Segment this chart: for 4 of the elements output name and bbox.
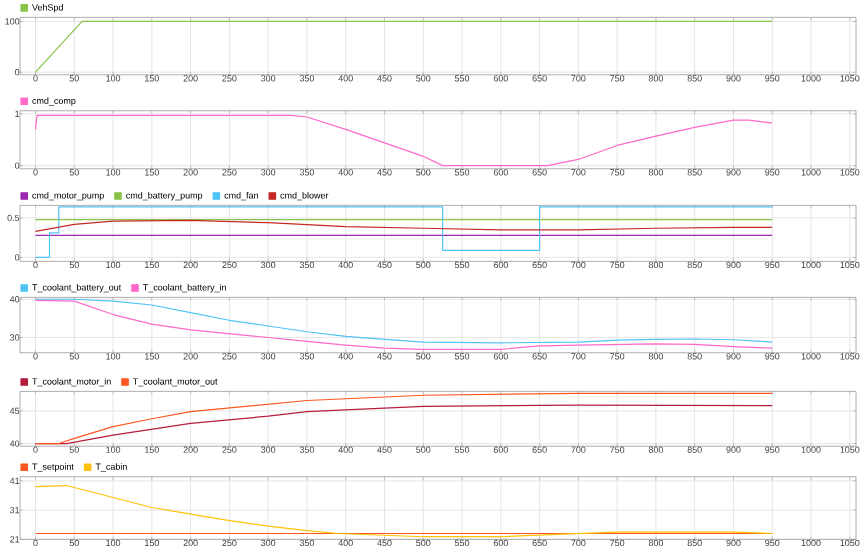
line-series: [34, 484, 773, 537]
line-series: [34, 114, 773, 166]
line-series: [34, 392, 773, 444]
line-series: [34, 205, 773, 258]
